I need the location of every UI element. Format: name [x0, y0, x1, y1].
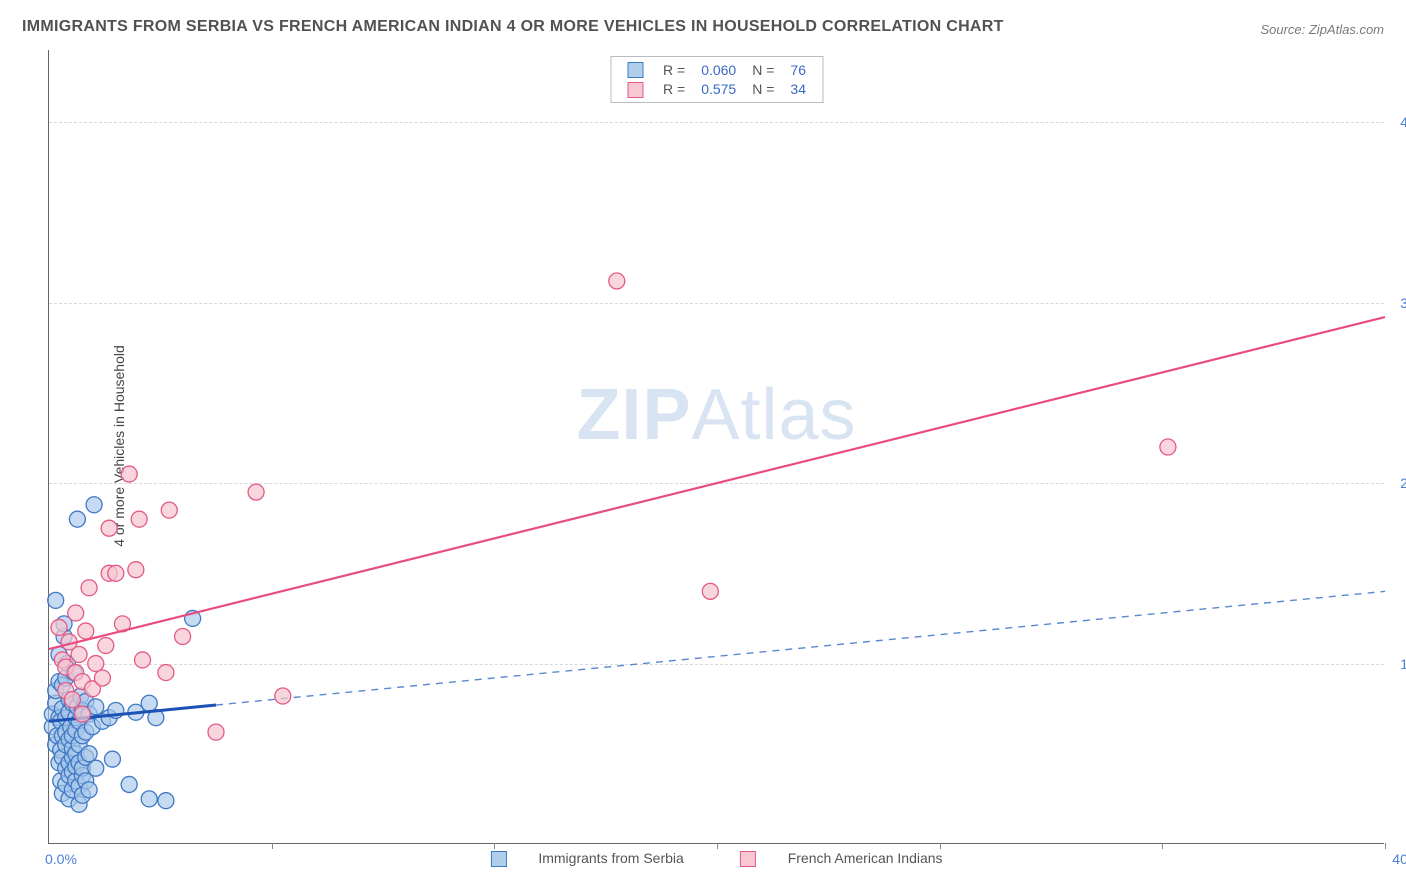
r-label: R =	[655, 79, 693, 98]
data-point	[1160, 439, 1176, 455]
data-point	[81, 580, 97, 596]
data-point	[702, 583, 718, 599]
data-point	[104, 751, 120, 767]
data-point	[78, 623, 94, 639]
legend-swatch	[490, 851, 506, 867]
x-tick	[272, 843, 273, 849]
n-value: 34	[782, 79, 814, 98]
data-point	[98, 638, 114, 654]
legend-label: French American Indians	[788, 850, 943, 866]
data-point	[69, 511, 85, 527]
data-point	[71, 647, 87, 663]
legend-row: R =0.060N =76	[619, 60, 814, 79]
legend-swatch	[740, 851, 756, 867]
data-point	[275, 688, 291, 704]
r-label: R =	[655, 60, 693, 79]
data-point	[208, 724, 224, 740]
data-point	[121, 466, 137, 482]
data-point	[88, 656, 104, 672]
y-tick-label: 20.0%	[1400, 475, 1406, 491]
x-tick	[940, 843, 941, 849]
legend-swatch	[627, 62, 643, 78]
data-point	[175, 628, 191, 644]
data-point	[158, 793, 174, 809]
data-point	[88, 760, 104, 776]
x-axis-min-label: 0.0%	[45, 851, 77, 867]
trend-line	[49, 317, 1385, 649]
data-point	[141, 695, 157, 711]
chart-title: IMMIGRANTS FROM SERBIA VS FRENCH AMERICA…	[22, 18, 1004, 36]
data-point	[51, 619, 67, 635]
y-tick-label: 10.0%	[1400, 656, 1406, 672]
data-point	[94, 670, 110, 686]
data-point	[68, 605, 84, 621]
data-point	[609, 273, 625, 289]
data-point	[141, 791, 157, 807]
data-point	[101, 520, 117, 536]
data-point	[74, 706, 90, 722]
data-point	[81, 746, 97, 762]
x-tick	[494, 843, 495, 849]
data-point	[135, 652, 151, 668]
y-tick-label: 40.0%	[1400, 114, 1406, 130]
source-attribution: Source: ZipAtlas.com	[1260, 22, 1384, 37]
x-tick	[1385, 843, 1386, 849]
data-point	[248, 484, 264, 500]
legend-swatch	[627, 82, 643, 98]
legend-label: Immigrants from Serbia	[538, 850, 683, 866]
series-legend: Immigrants from Serbia French American I…	[462, 850, 970, 867]
x-axis-max-label: 40.0%	[1392, 851, 1406, 867]
data-point	[161, 502, 177, 518]
trend-line-extrapolated	[216, 591, 1385, 705]
data-point	[108, 565, 124, 581]
correlation-legend: R =0.060N =76R =0.575N =34	[610, 56, 823, 103]
n-value: 76	[782, 60, 814, 79]
x-tick	[1162, 843, 1163, 849]
data-point	[121, 776, 137, 792]
legend-item: Immigrants from Serbia	[476, 850, 697, 866]
data-point	[86, 497, 102, 513]
data-point	[158, 665, 174, 681]
n-label: N =	[744, 79, 782, 98]
x-tick	[717, 843, 718, 849]
data-point	[128, 562, 144, 578]
y-tick-label: 30.0%	[1400, 295, 1406, 311]
data-point	[131, 511, 147, 527]
chart-svg	[49, 50, 1384, 843]
r-value: 0.575	[693, 79, 744, 98]
n-label: N =	[744, 60, 782, 79]
data-point	[48, 592, 64, 608]
r-value: 0.060	[693, 60, 744, 79]
legend-row: R =0.575N =34	[619, 79, 814, 98]
data-point	[81, 782, 97, 798]
data-point	[64, 692, 80, 708]
legend-item: French American Indians	[726, 850, 957, 866]
plot-area: ZIPAtlas 10.0%20.0%30.0%40.0% 0.0% 40.0%…	[48, 50, 1384, 844]
